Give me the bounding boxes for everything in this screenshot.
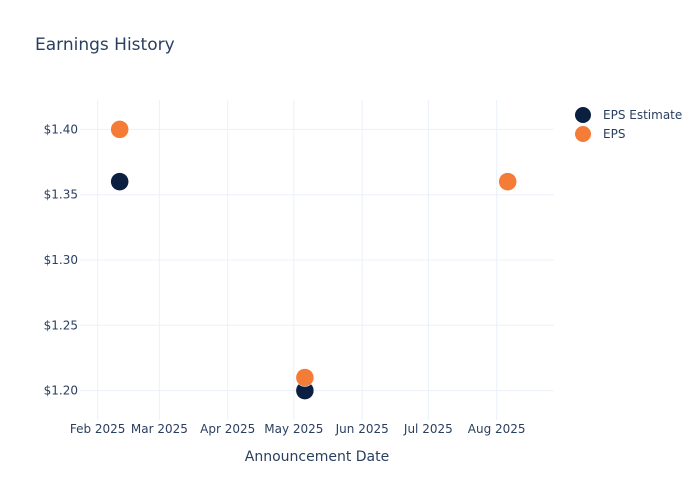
chart-title: Earnings History <box>35 35 175 55</box>
data-point[interactable] <box>295 368 315 387</box>
x-tick-label: Aug 2025 <box>468 422 526 436</box>
y-tick-label: $1.35 <box>44 188 78 202</box>
legend-label: EPS Estimate <box>603 108 682 122</box>
x-axis-ticks: Feb 2025 Mar 2025 Apr 2025 May 2025 Jun 2025… <box>70 422 526 436</box>
x-tick-label: Jun 2025 <box>335 422 389 436</box>
y-tick-label: $1.30 <box>44 253 78 267</box>
data-point[interactable] <box>498 172 517 191</box>
series-eps <box>110 120 517 387</box>
x-axis-label: Announcement Date <box>245 449 389 465</box>
x-tick-label: Jul 2025 <box>403 422 453 436</box>
x-tick-label: Feb 2025 <box>70 422 126 436</box>
y-tick-label: $1.25 <box>44 318 78 332</box>
legend-marker <box>575 107 591 123</box>
y-tick-label: $1.40 <box>44 122 78 136</box>
legend-marker <box>575 126 591 142</box>
data-point[interactable] <box>110 172 129 191</box>
data-point[interactable] <box>110 120 129 139</box>
legend-label: EPS <box>603 127 625 141</box>
y-tick-label: $1.20 <box>44 384 78 398</box>
y-axis-ticks: $1.20 $1.25 $1.30 $1.35 $1.40 <box>44 122 78 397</box>
x-tick-label: Apr 2025 <box>200 422 255 436</box>
x-tick-label: May 2025 <box>264 422 323 436</box>
data-points <box>110 120 517 400</box>
legend-item[interactable]: EPS Estimate <box>575 107 682 123</box>
legend[interactable]: EPS Estimate EPS <box>575 107 682 142</box>
x-tick-label: Mar 2025 <box>131 422 188 436</box>
series-eps-estimate <box>110 172 517 400</box>
legend-item[interactable]: EPS <box>575 126 625 142</box>
grid <box>80 100 554 420</box>
